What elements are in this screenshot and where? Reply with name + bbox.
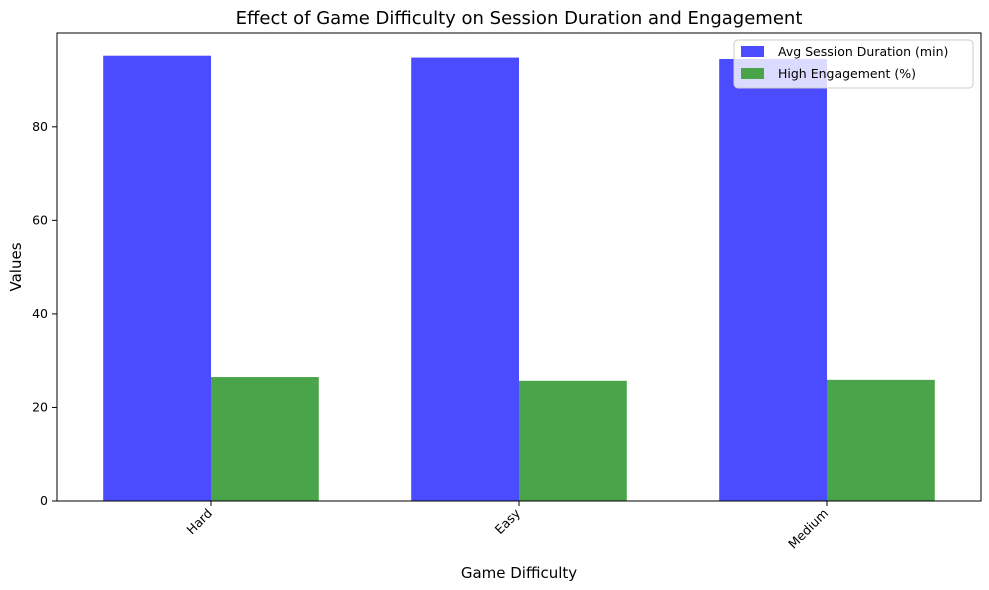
y-tick-label-20: 20 <box>32 399 48 414</box>
x-axis-label: Game Difficulty <box>461 564 577 582</box>
legend-box <box>733 39 974 89</box>
x-tick-label-hard: Hard <box>183 506 215 538</box>
y-tick-label-80: 80 <box>32 119 48 134</box>
bar-easy-series-1 <box>411 57 519 501</box>
legend: Avg Session Duration (min) High Engageme… <box>733 39 974 89</box>
y-axis-label: Values <box>7 242 25 291</box>
bar-medium-series-2 <box>827 379 935 501</box>
y-axis: 0 20 40 60 80 <box>32 119 57 508</box>
y-tick-label-0: 0 <box>40 493 48 508</box>
legend-swatch-avg-session-duration <box>741 46 764 57</box>
plot-frame <box>56 32 982 502</box>
y-tick-label-40: 40 <box>32 306 48 321</box>
legend-label-avg-session-duration: Avg Session Duration (min) <box>778 44 948 59</box>
bar-hard-series-1 <box>103 55 211 502</box>
chart-title: Effect of Game Difficulty on Session Dur… <box>236 8 803 29</box>
x-axis: Hard Easy Medium <box>183 501 831 551</box>
bars-layer <box>103 55 935 502</box>
bar-medium-series-1 <box>719 58 827 501</box>
legend-swatch-high-engagement <box>741 68 764 79</box>
bar-hard-series-2 <box>211 377 319 501</box>
x-tick-label-easy: Easy <box>492 505 524 537</box>
bar-easy-series-2 <box>519 380 627 501</box>
x-tick-label-medium: Medium <box>785 506 831 552</box>
y-tick-label-60: 60 <box>32 212 48 227</box>
legend-label-high-engagement: High Engagement (%) <box>778 66 916 81</box>
